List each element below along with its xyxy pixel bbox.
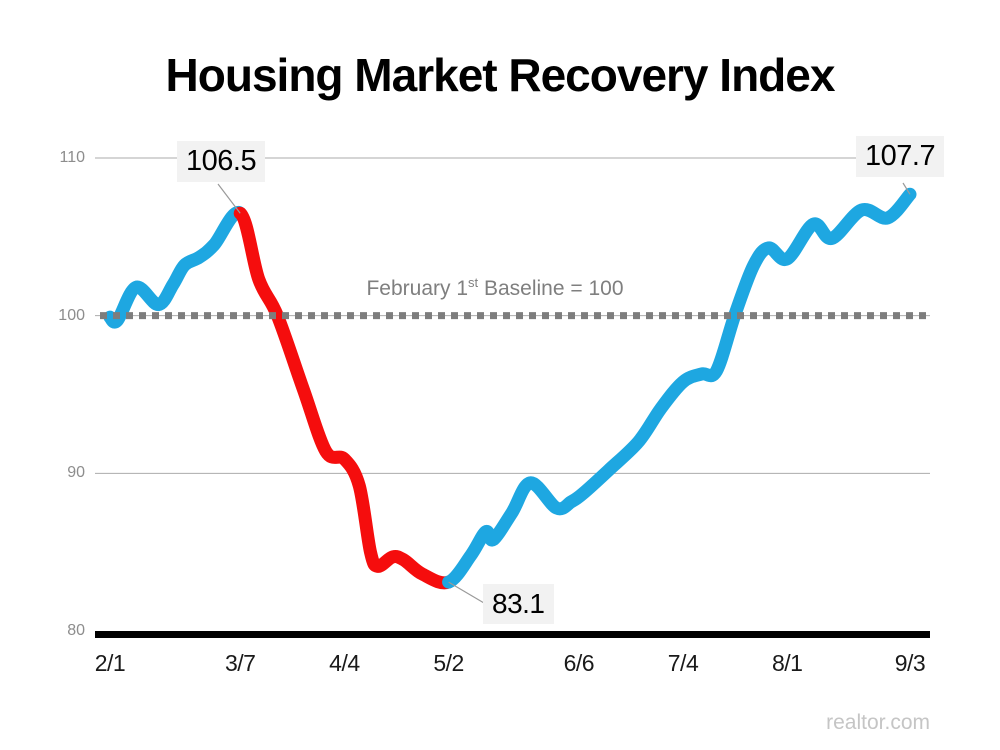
baseline-label-superscript: st	[468, 275, 479, 290]
chart-title: Housing Market Recovery Index	[165, 49, 836, 101]
series-blue-recovery	[442, 187, 917, 589]
baseline-label-suffix: Baseline = 100	[478, 277, 624, 300]
peak-leader-line	[217, 183, 241, 214]
y-tick-label-80: 80	[67, 622, 85, 639]
x-tick-label-2-1: 2/1	[94, 650, 126, 676]
y-tick-label-100: 100	[58, 306, 85, 324]
trough-value-callout: 83.1	[483, 584, 554, 625]
series-red-decline	[233, 206, 456, 590]
x-tick-label-5-2: 5/2	[433, 650, 464, 676]
x-tick-label-4-4: 4/4	[329, 650, 360, 676]
y-tick-label-90: 90	[67, 464, 85, 482]
baseline-label: February 1st Baseline = 100	[295, 275, 695, 301]
end-leader-line	[902, 182, 911, 195]
x-tick-label-8-1: 8/1	[771, 650, 803, 676]
peak-value-callout: 106.5	[177, 141, 266, 183]
y-tick-label-110: 110	[59, 149, 85, 166]
baseline-label-text: February 1	[366, 277, 469, 300]
series-blue-initial-rise	[103, 206, 247, 329]
x-tick-label-6-6: 6/6	[563, 650, 595, 676]
trough-leader-line	[448, 581, 485, 604]
realtor-watermark: realtor.com	[826, 711, 930, 734]
x-tick-label-9-3: 9/3	[894, 650, 926, 676]
x-tick-label-7-4: 7/4	[667, 650, 699, 676]
latest-value-callout: 107.7	[856, 136, 945, 178]
x-tick-label-3-7: 3/7	[224, 650, 256, 676]
